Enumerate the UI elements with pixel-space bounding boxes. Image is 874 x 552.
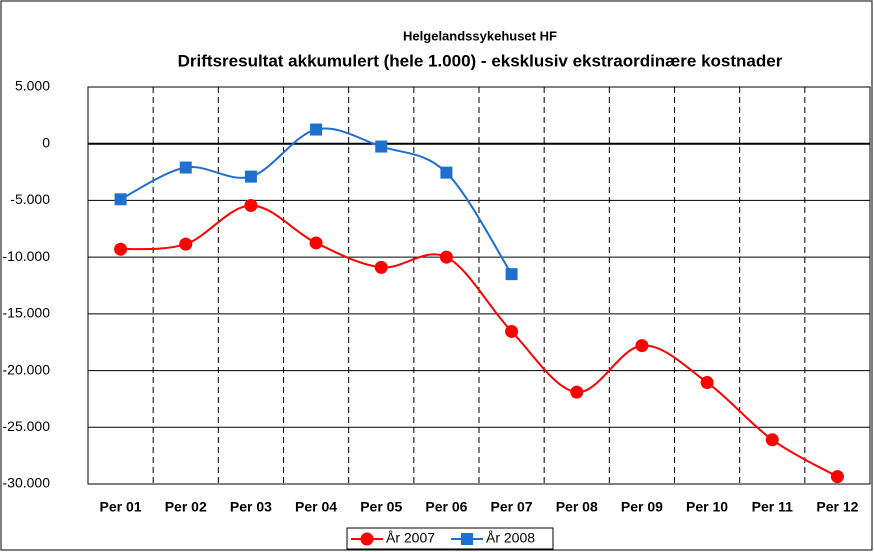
data-point — [244, 170, 257, 183]
x-tick-label: Per 10 — [686, 499, 728, 515]
y-tick-label: 5.000 — [15, 78, 50, 94]
y-tick-label: 0 — [42, 134, 50, 150]
x-tick-label: Per 08 — [556, 499, 598, 515]
y-tick-label: -25.000 — [3, 418, 51, 434]
data-point — [309, 236, 323, 250]
data-point — [374, 260, 388, 274]
data-point — [440, 166, 453, 179]
y-tick-label: -20.000 — [3, 361, 51, 377]
y-tick-label: -15.000 — [3, 305, 51, 321]
data-point — [310, 123, 323, 136]
x-tick-label: Per 07 — [491, 499, 533, 515]
data-point — [439, 250, 453, 264]
legend-marker — [360, 532, 374, 546]
legend-label: År 2007 — [386, 530, 435, 546]
data-point — [570, 385, 584, 399]
x-tick-label: Per 12 — [816, 499, 858, 515]
x-tick-label: Per 01 — [100, 499, 142, 515]
chart-subtitle: Helgelandssykehuset HF — [403, 28, 557, 43]
data-point — [635, 339, 649, 353]
data-point — [505, 324, 519, 338]
data-point — [505, 268, 518, 281]
y-tick-label: -5.000 — [10, 191, 50, 207]
data-point — [375, 140, 388, 153]
x-tick-label: Per 03 — [230, 499, 272, 515]
x-tick-label: Per 09 — [621, 499, 663, 515]
x-tick-label: Per 02 — [165, 499, 207, 515]
data-point — [179, 237, 193, 251]
legend-marker — [461, 533, 473, 545]
chart-title: Driftsresultat akkumulert (hele 1.000) -… — [178, 51, 783, 70]
data-point — [114, 242, 128, 256]
y-tick-label: -10.000 — [3, 248, 51, 264]
legend-box — [346, 527, 554, 550]
x-tick-label: Per 05 — [360, 499, 402, 515]
data-point — [179, 161, 192, 174]
y-tick-label: -30.000 — [3, 475, 51, 491]
plot-border — [87, 86, 871, 485]
data-point — [765, 433, 779, 447]
x-tick-label: Per 06 — [425, 499, 467, 515]
data-point — [114, 193, 127, 206]
legend-label: År 2008 — [486, 530, 535, 546]
data-point — [244, 199, 258, 213]
x-tick-label: Per 04 — [295, 499, 337, 515]
data-point — [700, 375, 714, 389]
data-point — [830, 470, 844, 484]
x-tick-label: Per 11 — [752, 499, 793, 515]
